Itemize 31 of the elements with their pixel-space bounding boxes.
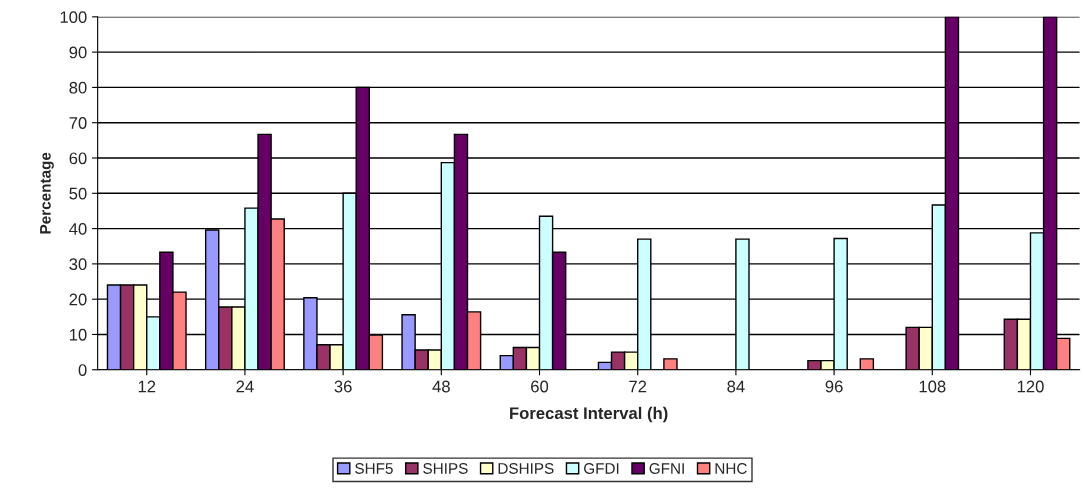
bar	[859, 358, 875, 370]
legend-label: GFDI	[584, 463, 619, 474]
y-tick-label: 100	[60, 11, 87, 24]
y-tick-label: 0	[78, 364, 87, 376]
x-tick-label: 36	[334, 380, 352, 393]
y-tick-label: 60	[69, 152, 87, 165]
legend-label: SHIPS	[423, 463, 468, 474]
x-tick-label: 84	[727, 380, 745, 393]
y-tick-label: 20	[69, 293, 87, 306]
x-tick-label: 72	[629, 380, 647, 393]
x-tick-label: 12	[138, 380, 156, 393]
legend-label: GFNI	[649, 463, 684, 474]
legend-label: DSHIPS	[498, 463, 554, 474]
y-tick-label: 80	[69, 81, 87, 94]
x-tick-label: 24	[236, 380, 254, 393]
y-tick-label: 40	[69, 222, 87, 235]
y-tick-label: 10	[69, 328, 87, 341]
x-tick-label: 120	[1017, 380, 1044, 393]
y-axis-title: Percentage	[40, 152, 54, 234]
x-axis-title: Forecast Interval (h)	[510, 406, 668, 423]
bar	[663, 358, 678, 370]
y-tick-label: 70	[69, 117, 87, 129]
legend-label: NHC	[715, 463, 747, 474]
y-tick-label: 30	[69, 258, 87, 271]
x-tick-label: 108	[919, 380, 946, 393]
y-tick-label: 50	[69, 187, 87, 200]
legend-label: SHF5	[355, 463, 393, 474]
y-tick-label: 90	[69, 46, 87, 59]
x-tick-label: 60	[531, 380, 549, 393]
x-tick-label: 48	[432, 380, 450, 393]
x-tick-label: 96	[825, 380, 843, 393]
